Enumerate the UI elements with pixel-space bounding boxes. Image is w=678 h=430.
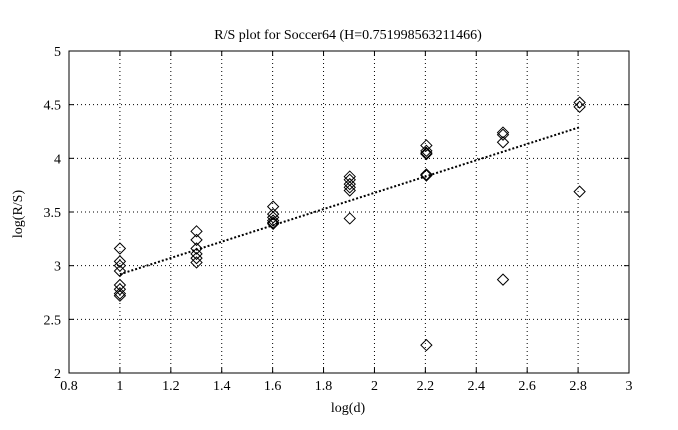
- data-point: [343, 170, 356, 183]
- data-point: [266, 200, 280, 213]
- x-axis-label: log(d): [331, 401, 366, 416]
- data-point: [343, 212, 356, 225]
- x-tick-label: 3: [626, 379, 633, 394]
- x-tick-label: 1.6: [264, 379, 282, 394]
- data-point: [420, 169, 433, 182]
- data-point: [496, 128, 510, 141]
- data-point: [190, 225, 203, 238]
- data-point: [343, 181, 356, 194]
- data-point: [113, 264, 127, 278]
- x-tick-label: 1.8: [315, 379, 333, 394]
- data-point: [113, 242, 127, 255]
- data-point: [496, 136, 510, 149]
- x-tick-label: 1.2: [162, 379, 180, 394]
- fit-line: [119, 126, 580, 276]
- y-tick-label: 3.5: [44, 206, 62, 221]
- data-point: [266, 207, 280, 221]
- y-tick-label: 3: [54, 260, 61, 275]
- data-point: [420, 338, 433, 352]
- x-tick-label: 2.8: [569, 379, 587, 394]
- y-tick-label: 4: [54, 152, 61, 167]
- data-point: [113, 259, 127, 272]
- data-point: [190, 233, 203, 247]
- x-tick-label: 2.2: [417, 379, 435, 394]
- x-tick-label: 1: [116, 379, 123, 394]
- data-point: [496, 126, 510, 139]
- data-point: [420, 139, 433, 152]
- data-point: [190, 256, 203, 269]
- data-point: [266, 217, 280, 231]
- grid: [69, 51, 629, 373]
- y-tick-label: 4.5: [44, 99, 62, 114]
- data-point: [113, 289, 127, 302]
- data-point: [496, 273, 510, 286]
- data-point: [420, 144, 433, 158]
- data-points: [113, 96, 586, 352]
- data-point: [343, 184, 356, 197]
- data-point: [190, 242, 203, 255]
- x-tick-label: 2: [371, 379, 378, 394]
- data-point: [266, 214, 280, 227]
- x-tick-label: 0.8: [60, 379, 78, 394]
- data-point: [573, 100, 586, 114]
- data-point: [190, 247, 203, 261]
- axis-ticks: 0.8 1 1.2 1.4 1.6 1.8 2 2.2 2.4 2.6 2.8 3 2 2.5 3 3.5 4 4…: [44, 45, 633, 394]
- data-point: [343, 177, 356, 191]
- fit-line-group: [119, 126, 580, 276]
- data-point: [113, 255, 127, 268]
- x-tick-label: 2.6: [518, 379, 536, 394]
- data-point: [190, 251, 203, 265]
- x-tick-label: 2.4: [468, 379, 486, 394]
- data-point: [420, 168, 433, 181]
- data-point: [113, 278, 127, 292]
- chart-title: R/S plot for Soccer64 (H=0.7519985632114…: [214, 28, 482, 43]
- data-point: [573, 185, 586, 198]
- data-point: [266, 211, 280, 224]
- data-point: [113, 283, 127, 296]
- data-point: [420, 146, 433, 160]
- y-tick-label: 2: [54, 367, 61, 382]
- y-axis-label: log(R/S): [11, 190, 26, 239]
- y-tick-label: 2.5: [44, 313, 62, 328]
- data-point: [113, 287, 127, 300]
- y-tick-label: 5: [54, 45, 61, 60]
- data-point: [573, 96, 586, 109]
- data-point: [266, 216, 280, 229]
- data-point: [420, 147, 433, 161]
- x-tick-label: 1.4: [213, 379, 231, 394]
- data-point: [343, 173, 356, 187]
